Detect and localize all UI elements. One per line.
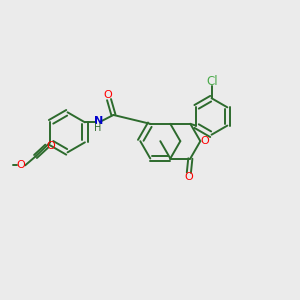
- Text: N: N: [94, 116, 103, 126]
- Text: O: O: [16, 160, 25, 170]
- Text: H: H: [94, 123, 102, 133]
- Text: O: O: [184, 172, 193, 182]
- Text: Cl: Cl: [207, 75, 218, 88]
- Text: O: O: [103, 90, 112, 100]
- Text: O: O: [46, 141, 55, 151]
- Text: O: O: [200, 136, 209, 146]
